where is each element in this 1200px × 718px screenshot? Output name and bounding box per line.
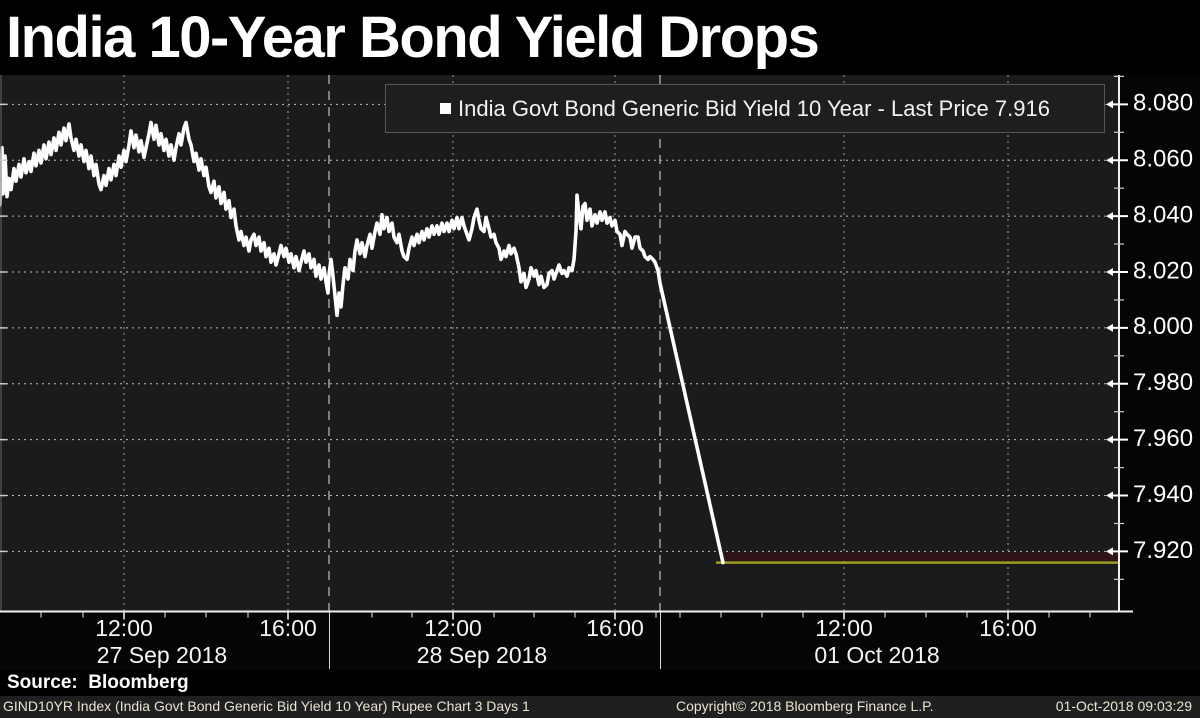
y-axis-label: 8.000 (1133, 313, 1193, 340)
timestamp-text: 01-Oct-2018 09:03:29 (1055, 698, 1192, 714)
yield-series-line (0, 120, 725, 565)
x-date-label: 27 Sep 2018 (96, 642, 228, 668)
x-date-label: 28 Sep 2018 (416, 642, 548, 668)
yield-line-chart: 8.080 8.060 8.040 8.020 8.000 7.980 7.960 7.940… (0, 75, 1193, 620)
y-tick-arrow-icon (1106, 323, 1113, 332)
y-axis-label: 8.020 (1133, 257, 1193, 284)
source-row: Source: Bloomberg (0, 670, 1200, 696)
y-tick-arrow-icon (1106, 491, 1113, 500)
copyright-text: Copyright© 2018 Bloomberg Finance L.P. (676, 698, 934, 714)
chart-area: 8.080 8.060 8.040 8.020 8.000 7.980 7.960 7.940… (0, 75, 1200, 670)
x-time-label: 12:00 (424, 615, 482, 641)
y-tick-arrow-icon (1106, 435, 1113, 444)
y-tick-arrow-icon (1106, 547, 1113, 556)
y-tick-arrow-icon (1106, 267, 1113, 276)
y-axis-label: 7.980 (1133, 369, 1193, 396)
y-axis-label: 7.940 (1133, 481, 1193, 508)
footer-strip: GIND10YR Index (India Govt Bond Generic … (0, 696, 1200, 718)
y-axis-label: 8.080 (1133, 90, 1193, 117)
ticker-description: GIND10YR Index (India Govt Bond Generic … (3, 698, 530, 714)
y-tick-arrow-icon (1106, 100, 1113, 109)
x-time-label: 12:00 (815, 615, 873, 641)
y-tick-arrow-icon (1106, 379, 1113, 388)
y-tick-arrow-icon (1106, 212, 1113, 221)
day-divider-extension (660, 612, 661, 669)
legend-marker-icon (440, 103, 452, 114)
x-time-label: 12:00 (95, 615, 153, 641)
x-time-label: 16:00 (586, 615, 644, 641)
x-time-label: 16:00 (979, 615, 1037, 641)
y-axis-label: 8.060 (1133, 146, 1193, 173)
day-divider-extension (329, 612, 330, 669)
y-axis-label: 7.960 (1133, 425, 1193, 452)
legend-label: India Govt Bond Generic Bid Yield 10 Yea… (458, 95, 1050, 121)
plot-background (0, 75, 1119, 612)
title-bar: India 10-Year Bond Yield Drops (0, 0, 1200, 75)
y-tick-arrow-icon (1106, 156, 1113, 165)
y-axis-label: 7.920 (1133, 537, 1193, 564)
page-title: India 10-Year Bond Yield Drops (6, 5, 820, 70)
legend-box: India Govt Bond Generic Bid Yield 10 Yea… (385, 84, 1105, 133)
source-label: Source: Bloomberg (7, 672, 189, 693)
x-date-label: 01 Oct 2018 (814, 642, 940, 668)
x-time-label: 16:00 (259, 615, 317, 641)
y-axis-label: 8.040 (1133, 201, 1193, 228)
